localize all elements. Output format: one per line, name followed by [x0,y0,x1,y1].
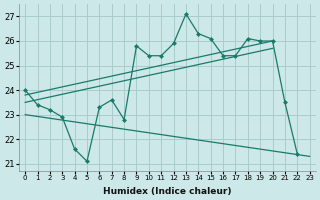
X-axis label: Humidex (Indice chaleur): Humidex (Indice chaleur) [103,187,232,196]
